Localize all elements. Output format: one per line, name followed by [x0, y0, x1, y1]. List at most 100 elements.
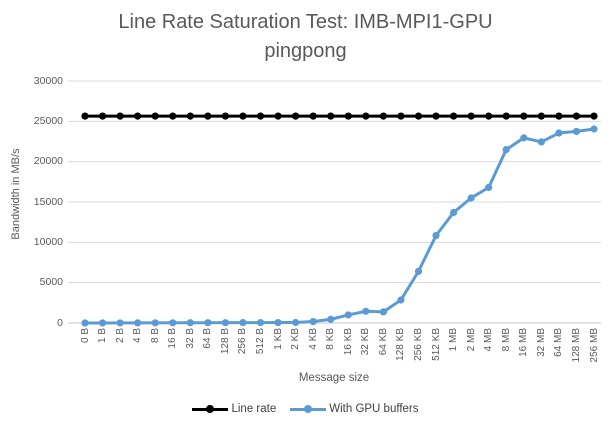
legend-line-sample: [290, 404, 327, 413]
legend-item: Line rate: [192, 403, 276, 415]
x-tick-label: 512 KB: [430, 328, 442, 361]
data-point-marker: [590, 112, 598, 120]
x-tick-label: 4 B: [132, 328, 144, 344]
legend-line-sample: [192, 404, 229, 413]
x-tick-label: 128 B: [219, 328, 231, 355]
x-tick-label: 256 MB: [588, 328, 600, 363]
data-point-marker: [449, 208, 458, 217]
x-tick-label: 0 B: [79, 328, 91, 344]
x-tick-label: 16 MB: [518, 328, 530, 357]
data-point-marker: [116, 319, 124, 327]
data-point-marker: [169, 112, 177, 120]
y-tick-label: 10000: [33, 235, 63, 248]
data-point-marker: [555, 129, 563, 137]
legend-label: With GPU buffers: [329, 403, 419, 415]
data-point-marker: [81, 319, 89, 327]
data-point-marker: [537, 138, 545, 146]
data-point-marker: [98, 112, 107, 120]
x-tick-label: 8 MB: [500, 328, 512, 352]
data-point-marker: [169, 319, 177, 327]
data-point-marker: [292, 318, 300, 327]
data-point-marker: [134, 112, 142, 120]
data-point-marker: [467, 194, 475, 202]
data-point-marker: [344, 112, 352, 120]
data-point-marker: [520, 134, 528, 142]
data-point-marker: [186, 319, 194, 327]
y-tick-label: 20000: [33, 155, 63, 168]
y-tick-label: 15000: [33, 195, 63, 208]
data-point-marker: [116, 112, 124, 120]
x-tick-label: 128 KB: [395, 328, 407, 361]
data-point-marker: [327, 315, 335, 323]
data-point-marker: [379, 112, 387, 120]
data-point-marker: [98, 319, 107, 327]
data-point-marker: [256, 112, 265, 120]
data-point-marker: [344, 311, 352, 319]
data-point-marker: [414, 267, 423, 275]
x-tick-label: 8 KB: [325, 328, 337, 350]
data-point-marker: [502, 112, 510, 120]
x-tick-label: 16 B: [167, 328, 179, 349]
data-point-marker: [432, 112, 440, 120]
x-tick-label: 2 KB: [290, 328, 302, 350]
x-tick-label: 256 KB: [412, 328, 424, 361]
data-point-marker: [572, 112, 581, 120]
data-point-marker: [327, 112, 335, 120]
data-point-marker: [467, 112, 475, 120]
x-tick-label: 4 MB: [483, 328, 495, 352]
x-tick-label: 128 MB: [570, 328, 582, 363]
data-point-marker: [414, 112, 423, 120]
x-tick-label: 2 B: [114, 328, 126, 344]
data-point-marker: [432, 231, 440, 240]
data-point-marker: [151, 112, 159, 120]
data-point-marker: [239, 319, 247, 327]
data-point-marker: [397, 112, 405, 120]
data-point-marker: [186, 112, 194, 120]
x-tick-label: 64 MB: [553, 328, 565, 357]
legend-item: With GPU buffers: [290, 403, 419, 415]
chart-title-line2: pingpong: [264, 40, 347, 62]
x-tick-label: 2 MB: [465, 328, 477, 352]
x-tick-label: 64 B: [202, 328, 214, 349]
data-point-marker: [204, 319, 212, 327]
x-tick-label: 1 B: [97, 328, 109, 344]
legend: Line rate With GPU buffers: [0, 403, 611, 415]
data-point-marker: [502, 145, 510, 154]
data-point-marker: [537, 112, 545, 120]
data-point-marker: [221, 112, 230, 120]
data-point-marker: [274, 318, 282, 327]
data-point-marker: [590, 125, 598, 133]
legend-marker-dot: [304, 404, 313, 413]
x-tick-label: 256 B: [237, 328, 249, 355]
data-point-marker: [572, 127, 581, 136]
y-tick-label: 5000: [39, 276, 63, 289]
y-tick-label: 25000: [33, 114, 63, 127]
data-point-marker: [485, 112, 493, 120]
series-line-with-gpu-buffers: [83, 127, 596, 325]
x-tick-label: 32 MB: [535, 328, 547, 357]
legend-marker-dot: [206, 404, 215, 413]
x-tick-label: 1 KB: [272, 328, 284, 350]
data-point-marker: [309, 112, 317, 120]
data-point-marker: [221, 319, 230, 327]
data-point-marker: [485, 183, 493, 192]
data-point-marker: [397, 296, 405, 304]
data-point-marker: [292, 112, 300, 120]
x-tick-label: 16 KB: [342, 328, 354, 356]
chart-title: Line Rate Saturation Test: IMB-MPI1-GPU …: [0, 8, 611, 66]
x-tick-label: 32 KB: [360, 328, 372, 356]
chart-title-line1: Line Rate Saturation Test: IMB-MPI1-GPU: [118, 11, 493, 33]
data-point-marker: [274, 112, 282, 120]
data-point-marker: [362, 307, 370, 315]
y-tick-label: 30000: [33, 74, 63, 87]
x-tick-label: 512 B: [255, 328, 267, 355]
x-tick-label: 64 KB: [377, 328, 389, 356]
x-tick-label: 32 B: [184, 328, 196, 349]
x-tick-label: 4 KB: [307, 328, 319, 350]
data-point-marker: [555, 112, 563, 120]
data-point-marker: [204, 112, 212, 120]
y-tick-label: 0: [57, 316, 63, 329]
data-point-marker: [256, 318, 265, 327]
